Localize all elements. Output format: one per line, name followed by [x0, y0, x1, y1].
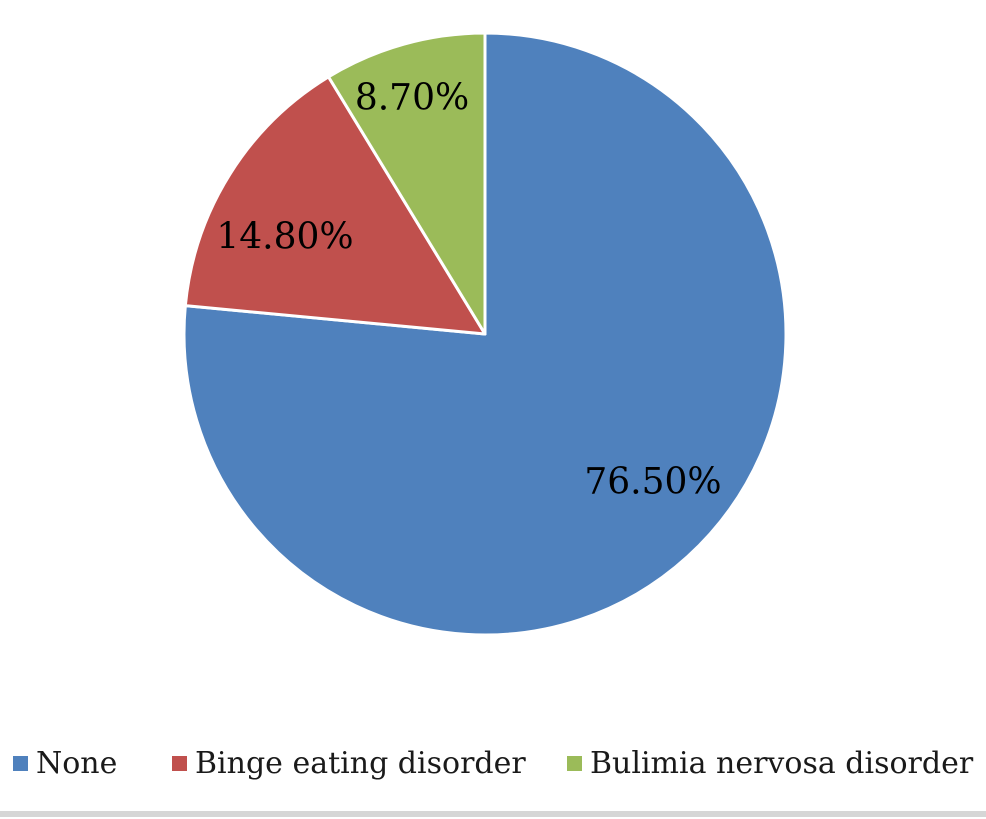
legend-label-binge-eating-disorder: Binge eating disorder	[195, 745, 526, 781]
legend-item-none: None	[13, 741, 117, 785]
legend: None Binge eating disorder Bulimia nervo…	[0, 741, 986, 785]
pie-slice-bulimia-nervosa-disorder	[327, 31, 487, 336]
legend-item-bulimia-nervosa-disorder: Bulimia nervosa disorder	[567, 741, 973, 785]
legend-swatch-binge-eating-disorder	[172, 755, 187, 771]
legend-item-binge-eating-disorder: Binge eating disorder	[172, 741, 526, 785]
legend-swatch-none	[13, 755, 28, 771]
legend-swatch-bulimia-nervosa-disorder	[567, 755, 582, 771]
bottom-border	[0, 811, 986, 817]
slice-label-binge-eating-disorder: 14.80%	[216, 216, 354, 258]
legend-label-none: None	[36, 745, 118, 781]
pie-slice-binge-eating-disorder	[183, 75, 487, 336]
slice-label-none: 76.50%	[584, 461, 722, 503]
legend-label-bulimia-nervosa-disorder: Bulimia nervosa disorder	[590, 745, 974, 781]
slice-label-bulimia-nervosa-disorder: 8.70%	[354, 77, 470, 119]
